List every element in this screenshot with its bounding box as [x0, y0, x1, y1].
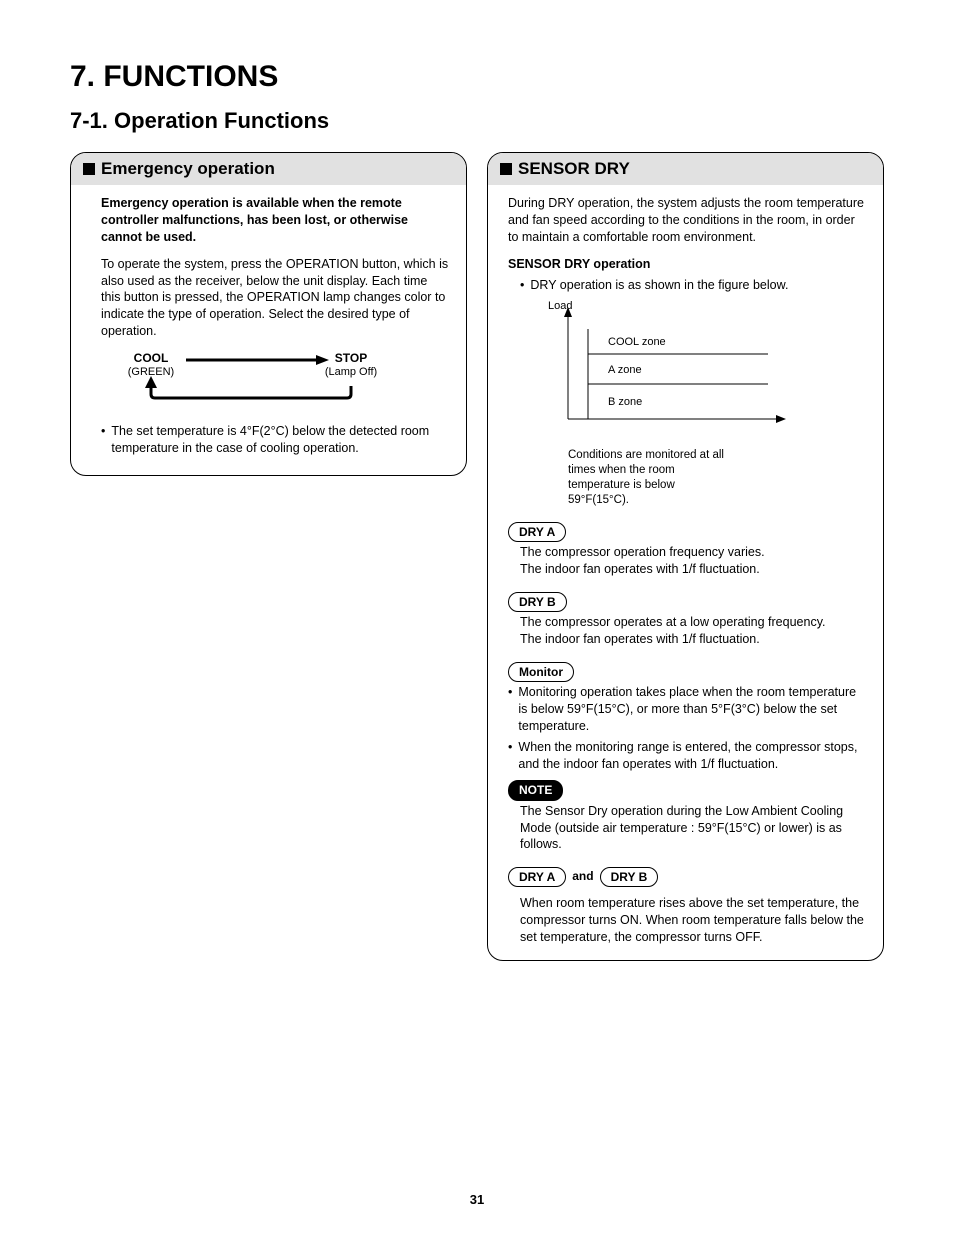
card-body-sensor-dry: During DRY operation, the system adjusts…: [488, 185, 883, 946]
emergency-intro-bold: Emergency operation is available when th…: [101, 195, 450, 246]
card-title-sensor-dry: SENSOR DRY: [518, 159, 630, 179]
section-title: 7-1. Operation Functions: [70, 108, 884, 134]
monitor-bullet-1: • Monitoring operation takes place when …: [508, 684, 867, 735]
sensor-dry-op-bullet-text: DRY operation is as shown in the figure …: [530, 277, 788, 294]
chart-zone-cool: COOL zone: [608, 336, 666, 348]
monitor-bullet-2-text: When the monitoring range is entered, th…: [518, 739, 867, 773]
monitor-bullet-2: • When the monitoring range is entered, …: [508, 739, 867, 773]
and-label: and: [572, 868, 593, 884]
dry-b-pill: DRY B: [508, 592, 567, 612]
stop-sublabel: (Lamp Off): [325, 366, 377, 378]
dry-a-line1: The compressor operation frequency varie…: [508, 544, 867, 561]
sensor-dry-card: SENSOR DRY During DRY operation, the sys…: [487, 152, 884, 961]
bullet-dot-icon: •: [520, 277, 524, 294]
dry-a-pill: DRY A: [508, 522, 566, 542]
right-column: SENSOR DRY During DRY operation, the sys…: [487, 152, 884, 961]
dry-b-line2: The indoor fan operates with 1/f fluctua…: [508, 631, 867, 648]
chart-caption: Conditions are monitored at all times wh…: [538, 448, 738, 508]
dry-b-pill-2: DRY B: [600, 867, 659, 887]
card-header-sensor-dry: SENSOR DRY: [488, 153, 883, 185]
emergency-operation-card: Emergency operation Emergency operation …: [70, 152, 467, 476]
bullet-dot-icon: •: [101, 423, 105, 457]
sensor-dry-op-heading: SENSOR DRY operation: [508, 256, 867, 273]
note-pill: NOTE: [508, 780, 563, 800]
dry-a-pill-2: DRY A: [508, 867, 566, 887]
emergency-note-bullet: • The set temperature is 4°F(2°C) below …: [101, 423, 450, 457]
sensor-dry-intro: During DRY operation, the system adjusts…: [508, 195, 867, 246]
page-number: 31: [0, 1192, 954, 1207]
bullet-dot-icon: •: [508, 739, 512, 773]
square-bullet-icon: [500, 163, 512, 175]
left-column: Emergency operation Emergency operation …: [70, 152, 467, 476]
cool-label: COOL: [134, 351, 169, 365]
sensor-dry-zone-chart: Load COOL zone: [508, 299, 867, 508]
chapter-title: 7. FUNCTIONS: [70, 60, 884, 94]
chart-zone-b: B zone: [608, 396, 642, 408]
card-body-emergency: Emergency operation is available when th…: [71, 185, 466, 457]
chart-zone-a: A zone: [608, 364, 642, 376]
card-header-emergency: Emergency operation: [71, 153, 466, 185]
cool-stop-diagram: COOL (GREEN) STOP (Lamp Off): [101, 350, 450, 413]
card-title-emergency: Emergency operation: [101, 159, 275, 179]
stop-label: STOP: [335, 351, 367, 365]
dry-a-line2: The indoor fan operates with 1/f fluctua…: [508, 561, 867, 578]
sensor-dry-op-bullet: • DRY operation is as shown in the figur…: [508, 277, 867, 294]
monitor-bullet-1-text: Monitoring operation takes place when th…: [518, 684, 867, 735]
chart-ylabel: Load: [548, 300, 572, 312]
dry-b-line1: The compressor operates at a low operati…: [508, 614, 867, 631]
final-para: When room temperature rises above the se…: [508, 895, 867, 946]
two-column-layout: Emergency operation Emergency operation …: [70, 152, 884, 961]
emergency-note-text: The set temperature is 4°F(2°C) below th…: [111, 423, 450, 457]
note-para: The Sensor Dry operation during the Low …: [508, 803, 867, 854]
emergency-operate-para: To operate the system, press the OPERATI…: [101, 256, 450, 340]
monitor-pill: Monitor: [508, 662, 574, 682]
bullet-dot-icon: •: [508, 684, 512, 735]
square-bullet-icon: [83, 163, 95, 175]
